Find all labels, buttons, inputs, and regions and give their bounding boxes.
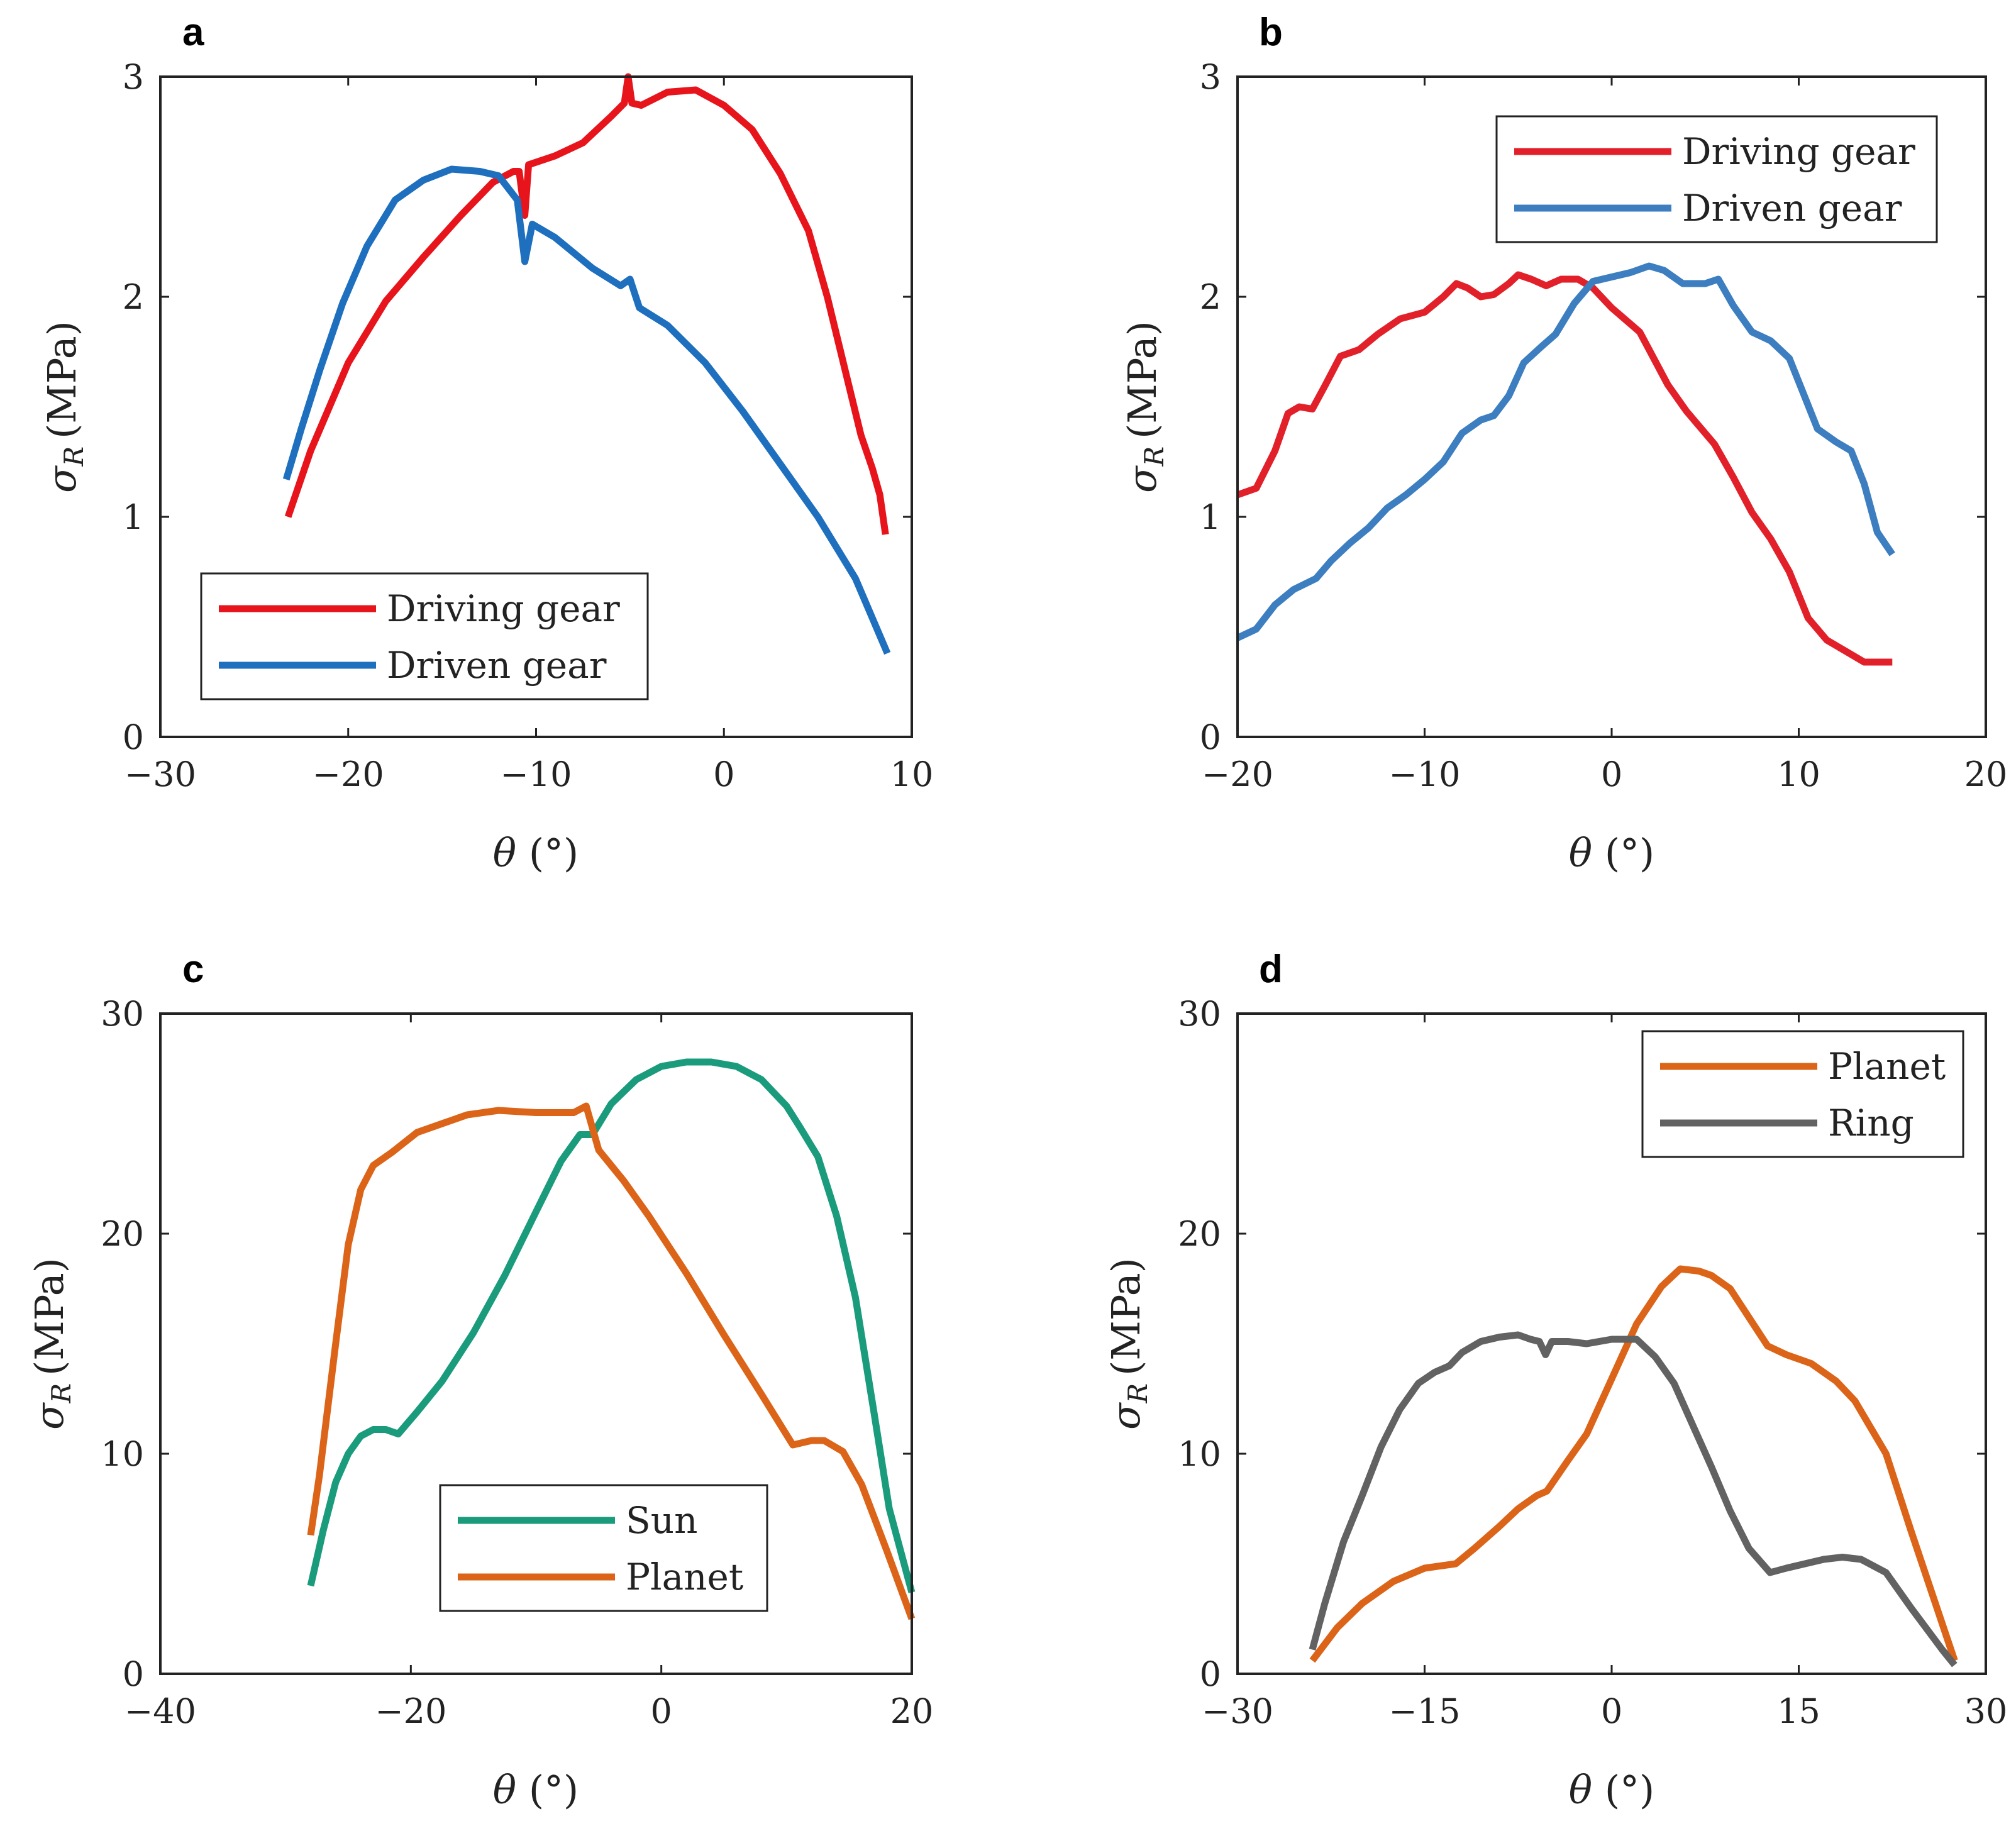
degree-unit: (°) [529, 1767, 579, 1813]
y-tick-label: 20 [101, 1214, 144, 1254]
x-tick-label: −20 [313, 755, 384, 794]
y-tick-label: 1 [123, 497, 144, 537]
legend-d: Planet Ring [1641, 1030, 1964, 1158]
y-tick-label: 30 [1178, 994, 1221, 1034]
x-tick-label: −30 [1202, 1691, 1273, 1731]
x-tick-label: −10 [1389, 755, 1461, 794]
legend-box [1641, 1030, 1964, 1158]
x-axis-label-d: θ (°) [1569, 1767, 1654, 1813]
degree-unit: (°) [529, 830, 579, 876]
legend-label-2: Planet [626, 1556, 743, 1598]
panel-c: c −40 −20 0 20 0 10 20 30 θ (°) σR (MPa) Sun Plan… [26, 948, 933, 1813]
x-tick-label: −40 [125, 1691, 196, 1731]
series-line-d-1 [1309, 1265, 1958, 1663]
y-tick-label: 30 [101, 994, 144, 1034]
mpa-unit: (MPa) [26, 1258, 72, 1376]
series-line-a-1 [284, 73, 889, 535]
x-tick-label: 0 [713, 755, 734, 794]
x-axis-label-b: θ (°) [1569, 830, 1654, 876]
x-tick-label: 10 [890, 755, 934, 794]
x-tick-label: −10 [501, 755, 572, 794]
theta-symbol: θ [493, 1767, 516, 1813]
legend-b: Driving gear Driven gear [1495, 115, 1938, 243]
panel-label-b: b [1259, 11, 1283, 54]
degree-unit: (°) [1605, 1767, 1654, 1813]
legend-label-1: Planet [1828, 1045, 1946, 1088]
y-axis-label-a: σR (MPa) [39, 321, 89, 493]
mpa-unit: (MPa) [1119, 321, 1165, 439]
mpa-unit: (MPa) [1103, 1258, 1149, 1376]
y-axis-label-d: σR (MPa) [1103, 1258, 1153, 1430]
x-tick-label: 20 [1964, 755, 2008, 794]
legend-label-2: Driven gear [387, 644, 607, 687]
series-line-c-2 [307, 1102, 916, 1620]
panel-a: a −30 −20 −10 0 10 0 1 2 3 θ (°) σR (MPa) Driving… [39, 11, 933, 876]
legend-label-2: Driven gear [1682, 187, 1902, 230]
x-tick-label: −15 [1389, 1691, 1461, 1731]
legend-box [200, 572, 649, 700]
y-tick-label: 0 [1200, 717, 1221, 757]
y-tick-label: 10 [101, 1434, 144, 1474]
sigma-symbol: σ [26, 1402, 72, 1430]
panel-d: d −30 −15 0 15 30 0 10 20 30 θ (°) σR (MPa) Plane… [1103, 948, 2007, 1813]
x-tick-label: 0 [1601, 1691, 1622, 1731]
y-tick-label: 0 [1200, 1654, 1221, 1694]
y-tick-label: 3 [1200, 57, 1221, 97]
y-tick-label: 0 [123, 717, 144, 757]
y-axis-label-c: σR (MPa) [26, 1258, 77, 1430]
legend-label-2: Ring [1828, 1102, 1914, 1144]
y-tick-label: 0 [123, 1654, 144, 1694]
panel-label-a: a [182, 11, 204, 54]
panel-b: b −20 −10 0 10 20 0 1 2 3 θ (°) σR (MPa) Driving … [1119, 11, 2007, 876]
sigma-symbol: σ [39, 465, 85, 493]
x-tick-label: −30 [125, 755, 196, 794]
panel-label-d: d [1259, 948, 1283, 991]
series-line-a-2 [282, 165, 891, 655]
y-tick-label: 10 [1178, 1434, 1221, 1474]
legend-box [1495, 115, 1938, 243]
y-tick-label: 2 [1200, 277, 1221, 317]
x-tick-label: 10 [1777, 755, 1820, 794]
x-tick-label: 20 [890, 1691, 934, 1731]
series-line-b-1 [1236, 271, 1893, 666]
axes-frame-c [159, 1012, 913, 1675]
legend-c: Sun Planet [439, 1484, 768, 1612]
x-tick-label: 15 [1777, 1691, 1820, 1731]
sigma-symbol: σ [1119, 465, 1165, 493]
sigma-subscript: R [1139, 446, 1170, 467]
x-tick-label: 0 [650, 1691, 672, 1731]
legend-box [439, 1484, 768, 1612]
theta-symbol: θ [493, 830, 516, 876]
legend-a: Driving gear Driven gear [200, 572, 649, 700]
theta-symbol: θ [1569, 830, 1592, 876]
x-tick-label: 0 [1601, 755, 1622, 794]
y-tick-label: 2 [123, 277, 144, 317]
x-tick-label: −20 [1202, 755, 1273, 794]
sigma-symbol: σ [1103, 1402, 1149, 1430]
x-axis-label-a: θ (°) [493, 830, 579, 876]
mpa-unit: (MPa) [39, 321, 85, 439]
degree-unit: (°) [1605, 830, 1654, 876]
series-line-d-2 [1309, 1331, 1958, 1668]
y-tick-label: 20 [1178, 1214, 1221, 1254]
panel-label-c: c [182, 948, 204, 991]
sigma-subscript: R [46, 1383, 77, 1404]
x-tick-label: −20 [375, 1691, 446, 1731]
legend-label-1: Sun [626, 1499, 697, 1542]
theta-symbol: θ [1569, 1767, 1592, 1813]
y-tick-label: 3 [123, 57, 144, 97]
legend-label-1: Driving gear [387, 587, 620, 630]
sigma-subscript: R [58, 446, 89, 467]
x-tick-label: 30 [1964, 1691, 2008, 1731]
series-line-b-2 [1236, 262, 1895, 641]
y-tick-label: 1 [1200, 497, 1221, 537]
legend-label-1: Driving gear [1682, 130, 1915, 173]
y-axis-label-b: σR (MPa) [1119, 321, 1170, 493]
x-axis-label-c: θ (°) [493, 1767, 579, 1813]
sigma-subscript: R [1122, 1383, 1153, 1404]
